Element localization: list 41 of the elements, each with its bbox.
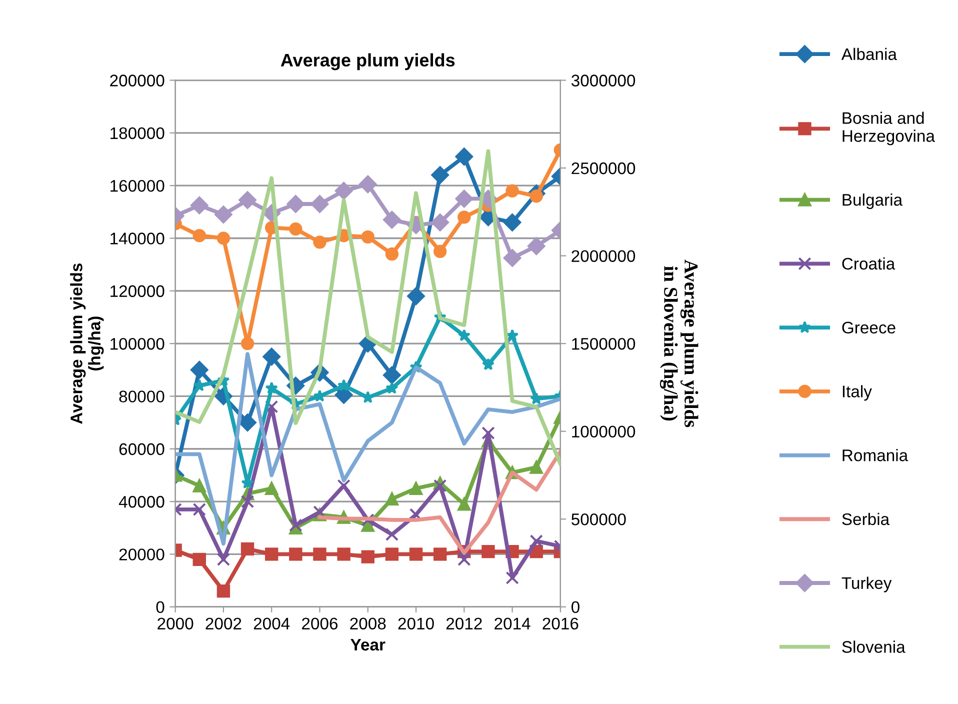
legend-label: Greece — [842, 322, 896, 334]
y-tick-label: 120000 — [110, 285, 164, 298]
x-tick-label: 2016 — [542, 618, 578, 630]
y-tick-label: 100000 — [110, 338, 164, 350]
y2-tick-label: 3000000 — [571, 74, 636, 86]
legend-label: Albania — [841, 48, 897, 60]
x-tick-label: 2006 — [302, 618, 338, 630]
legend-label: Romania — [842, 449, 908, 462]
legend-label: Serbia — [842, 512, 890, 526]
y2-tick-label: 0 — [572, 601, 580, 614]
y-tick-label: 60000 — [119, 443, 164, 456]
y-tick-label: 80000 — [119, 390, 164, 402]
x-tick-label: 2000 — [158, 618, 194, 630]
x-tick-label: 2002 — [206, 618, 242, 630]
legend-label: Turkey — [842, 576, 892, 592]
legend-label: Italy — [842, 385, 872, 401]
legend-label: Slovenia — [842, 640, 906, 653]
y2-tick-label: 500000 — [572, 513, 626, 526]
x-tick-label: 2010 — [398, 618, 434, 630]
x-axis-title: Year — [350, 638, 386, 651]
y-tick-label: 160000 — [110, 180, 164, 192]
y-tick-label: 200000 — [110, 74, 164, 86]
y-tick-label: 20000 — [119, 548, 164, 560]
x-tick-label: 2012 — [446, 618, 482, 630]
y-tick-label: 40000 — [118, 496, 164, 508]
x-tick-label: 2014 — [494, 618, 530, 630]
chart-title: Average plum yields — [280, 53, 455, 70]
y-axis-title: Average plum yields (hg/ha) — [70, 263, 104, 424]
y2-tick-label: 1500000 — [572, 338, 636, 350]
y2-tick-label: 1000000 — [572, 426, 636, 438]
x-tick-label: 2008 — [350, 618, 386, 630]
x-tick-label: 2004 — [254, 618, 290, 630]
legend-label: Bulgaria — [842, 194, 903, 210]
y-tick-label: 140000 — [110, 232, 164, 244]
y2-tick-label: 2000000 — [572, 250, 636, 262]
legend-label: Bosnia and Herzegovina — [842, 112, 935, 146]
y2-axis-title: Average plum yields in Slovenia (hg/ha) — [660, 260, 698, 428]
y-tick-label: 0 — [156, 601, 164, 614]
y2-tick-label: 2500000 — [572, 162, 636, 174]
legend-label: Croatia — [842, 257, 896, 270]
y-tick-label: 180000 — [110, 127, 164, 140]
